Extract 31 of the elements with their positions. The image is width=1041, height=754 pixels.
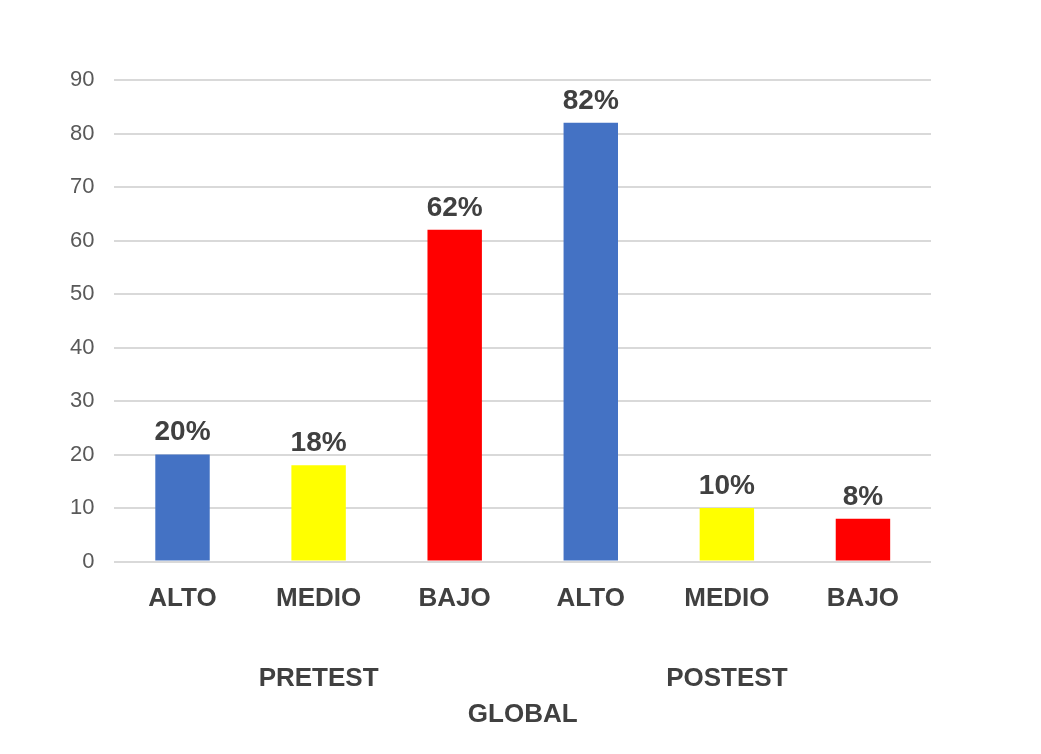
x-tick-label: ALTO bbox=[556, 582, 625, 613]
text: POSTEST bbox=[666, 661, 788, 693]
y-tick-label: 0 bbox=[82, 547, 95, 573]
y-tick-label: 70 bbox=[69, 173, 95, 199]
x-tick-label: ALTO bbox=[148, 582, 217, 613]
bar bbox=[155, 454, 210, 561]
bar bbox=[291, 465, 346, 561]
y-tick-label: 80 bbox=[69, 119, 95, 145]
text: PRETEST bbox=[258, 661, 379, 693]
data-label: 62% bbox=[426, 190, 483, 222]
bar bbox=[427, 229, 482, 561]
x-tick-label: BAJO bbox=[826, 582, 900, 613]
data-label: 20% bbox=[154, 415, 211, 447]
y-tick-label: 40 bbox=[69, 333, 95, 359]
data-label: 8% bbox=[842, 479, 884, 511]
y-tick-label: 20 bbox=[69, 440, 95, 466]
data-label: 10% bbox=[698, 468, 755, 500]
bar bbox=[835, 518, 891, 561]
y-tick-label: 10 bbox=[69, 494, 95, 520]
bar bbox=[563, 122, 618, 561]
y-tick-label: 50 bbox=[69, 280, 95, 306]
y-tick-label: 30 bbox=[69, 387, 95, 413]
data-label: 18% bbox=[290, 426, 347, 457]
y-tick-label: 60 bbox=[69, 226, 95, 252]
x-tick-label: MEDIO bbox=[684, 582, 770, 613]
y-tick-label: 90 bbox=[69, 66, 95, 92]
bar bbox=[699, 508, 755, 561]
data-label: 82% bbox=[562, 83, 619, 115]
x-axis-title: GLOBAL bbox=[467, 697, 578, 728]
x-tick-label: BAJO bbox=[418, 582, 491, 613]
x-tick-label: MEDIO bbox=[275, 582, 362, 613]
